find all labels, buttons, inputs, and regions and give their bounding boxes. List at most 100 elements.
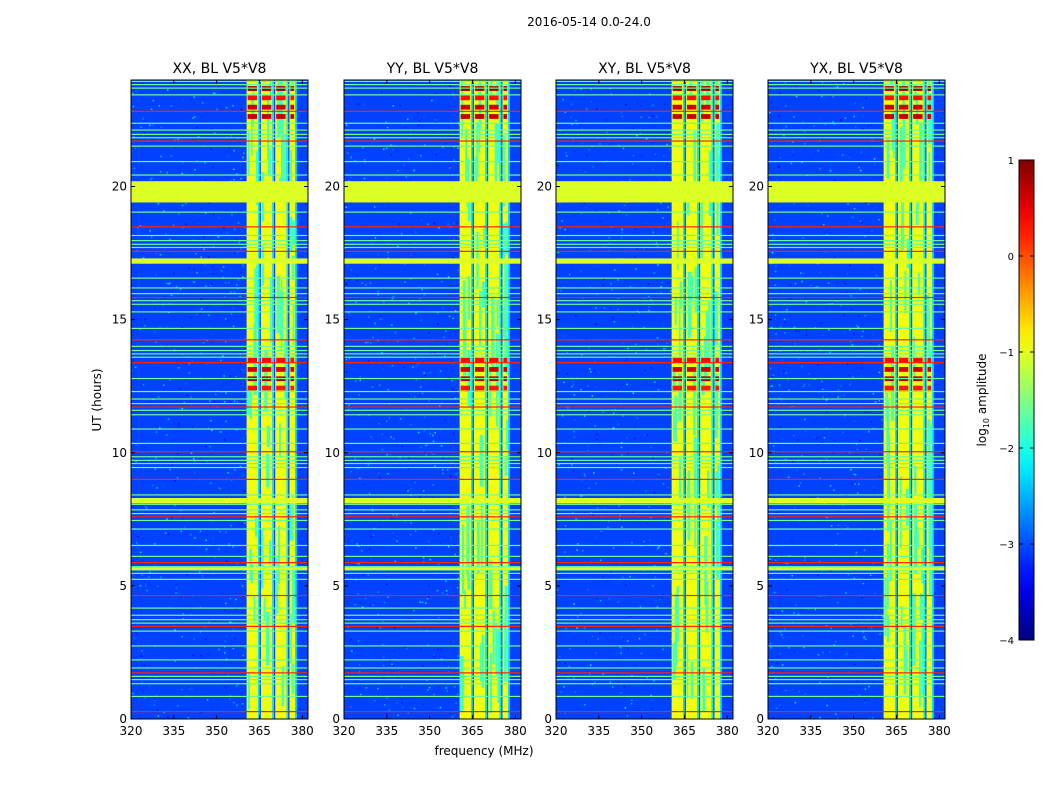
noise-pixel [851,646,854,649]
noise-pixel [772,518,774,521]
signal-streak [678,299,681,357]
noise-pixel [667,366,669,369]
strong-signal-cell [672,357,683,363]
noise-pixel [233,617,236,619]
noise-pixel [427,488,430,490]
rfi-line [131,462,308,465]
noise-pixel [355,301,357,304]
noise-pixel [819,271,821,274]
noise-pixel [864,638,867,640]
signal-streak [676,585,679,642]
noise-pixel [194,471,196,474]
noise-pixel [564,551,566,553]
noise-pixel [833,173,836,175]
noise-pixel [190,613,192,615]
noise-pixel [457,577,459,579]
noise-pixel [180,530,182,533]
noise-pixel [435,121,437,123]
noise-pixel [881,650,883,652]
noise-pixel [774,284,777,286]
noise-pixel [599,632,601,635]
noise-pixel [844,348,847,351]
noise-pixel [225,687,227,689]
x-tick-label: 350 [630,724,653,738]
noise-pixel [423,372,425,374]
noise-pixel [850,698,853,700]
noise-pixel [359,671,361,673]
noise-pixel [576,434,578,436]
noise-pixel [862,330,864,333]
noise-pixel [771,665,773,668]
noise-pixel [220,270,223,272]
noise-pixel [667,206,670,208]
noise-pixel [182,98,184,101]
noise-pixel [594,681,596,684]
rfi-line [768,711,945,713]
signal-streak [248,673,250,710]
noise-pixel [407,468,410,471]
signal-streak [290,149,293,189]
noise-pixel [581,142,584,144]
noise-pixel [773,172,776,175]
noise-pixel [837,602,839,604]
noise-pixel [811,717,813,719]
noise-pixel [211,429,213,432]
strong-signal-cell [261,104,272,110]
noise-pixel [239,681,242,683]
noise-pixel [190,533,192,536]
noise-pixel [380,352,382,354]
noise-pixel [194,460,196,463]
noise-pixel [178,367,180,369]
noise-pixel [842,82,845,85]
noise-pixel [805,334,808,336]
noise-pixel [410,488,412,490]
noise-pixel [218,217,220,220]
noise-pixel [346,152,349,154]
noise-pixel [634,437,636,440]
noise-pixel [858,166,860,169]
rfi-line [131,630,308,632]
noise-pixel [430,346,432,348]
noise-pixel [205,548,208,551]
noise-pixel [636,417,639,419]
noise-pixel [450,131,453,134]
noise-pixel [871,139,873,141]
noise-pixel [835,641,837,643]
noise-pixel [399,469,401,472]
noise-pixel [420,386,422,388]
rfi-line [556,594,733,597]
noise-pixel [830,525,833,527]
signal-streak [906,238,910,269]
noise-pixel [374,267,377,270]
noise-pixel [218,487,220,489]
noise-pixel [634,426,636,428]
noise-pixel [645,490,647,492]
noise-pixel [818,90,820,92]
noise-pixel [190,405,192,408]
noise-pixel [164,296,167,298]
signal-streak [921,622,924,695]
noise-pixel [775,265,777,267]
noise-pixel [624,610,626,613]
noise-pixel [452,257,454,259]
noise-pixel [376,627,378,629]
noise-pixel [651,142,653,145]
noise-pixel [359,395,361,398]
noise-pixel [150,669,153,671]
noise-pixel [800,624,802,626]
noise-pixel [211,521,214,523]
x-tick-label: 365 [673,724,696,738]
noise-pixel [878,400,881,402]
noise-pixel [881,175,883,177]
noise-pixel [383,655,385,657]
noise-pixel [439,370,442,372]
rfi-line [556,503,733,505]
rfi-line [131,509,308,511]
rfi-line [344,625,521,627]
y-tick-label: 5 [332,579,340,593]
noise-pixel [670,386,672,388]
noise-pixel [573,430,575,433]
rfi-line [556,234,733,237]
noise-pixel [586,154,588,156]
noise-pixel [215,393,217,396]
